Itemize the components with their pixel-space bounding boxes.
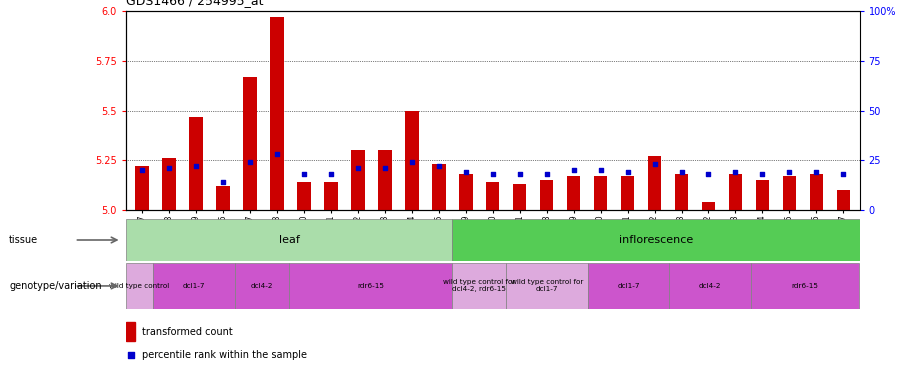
- Point: [755, 171, 770, 177]
- Bar: [432, 164, 446, 210]
- Point: [123, 352, 138, 358]
- Point: [243, 159, 257, 165]
- Bar: [837, 190, 850, 210]
- Point: [432, 163, 446, 169]
- Text: rdr6-15: rdr6-15: [792, 283, 819, 289]
- Text: percentile rank within the sample: percentile rank within the sample: [142, 350, 307, 360]
- Bar: [452, 219, 860, 261]
- Bar: [567, 176, 580, 210]
- Text: dcl1-7: dcl1-7: [617, 283, 640, 289]
- Bar: [702, 202, 716, 210]
- Point: [809, 169, 824, 175]
- Bar: [670, 262, 751, 309]
- Bar: [540, 180, 554, 210]
- Text: GDS1466 / 254995_at: GDS1466 / 254995_at: [126, 0, 264, 7]
- Bar: [351, 150, 364, 210]
- Bar: [289, 262, 452, 309]
- Text: dcl4-2: dcl4-2: [698, 283, 721, 289]
- Bar: [588, 262, 670, 309]
- Point: [836, 171, 850, 177]
- Bar: [270, 17, 284, 210]
- Point: [459, 169, 473, 175]
- Point: [728, 169, 742, 175]
- Bar: [153, 262, 235, 309]
- Point: [593, 167, 608, 173]
- Bar: [751, 262, 860, 309]
- Text: genotype/variation: genotype/variation: [9, 281, 102, 291]
- Bar: [162, 158, 176, 210]
- Bar: [452, 262, 507, 309]
- Point: [566, 167, 580, 173]
- Bar: [594, 176, 608, 210]
- Point: [486, 171, 500, 177]
- Bar: [126, 262, 153, 309]
- Point: [297, 171, 311, 177]
- Point: [351, 165, 365, 171]
- Text: inflorescence: inflorescence: [618, 235, 693, 245]
- Text: dcl4-2: dcl4-2: [250, 283, 273, 289]
- Bar: [756, 180, 770, 210]
- Bar: [378, 150, 392, 210]
- Point: [701, 171, 716, 177]
- Point: [162, 165, 176, 171]
- Bar: [243, 77, 256, 210]
- Bar: [729, 174, 742, 210]
- Bar: [810, 174, 824, 210]
- Bar: [405, 111, 418, 210]
- Bar: [324, 182, 338, 210]
- Text: transformed count: transformed count: [142, 327, 233, 336]
- Bar: [648, 156, 662, 210]
- Point: [674, 169, 688, 175]
- Point: [216, 179, 230, 185]
- Bar: [216, 186, 230, 210]
- Bar: [507, 262, 588, 309]
- Bar: [126, 219, 452, 261]
- Point: [405, 159, 419, 165]
- Bar: [235, 262, 289, 309]
- Point: [135, 167, 149, 173]
- Bar: [297, 182, 310, 210]
- Bar: [126, 322, 135, 341]
- Point: [189, 163, 203, 169]
- Bar: [675, 174, 688, 210]
- Bar: [189, 117, 202, 210]
- Text: dcl1-7: dcl1-7: [183, 283, 205, 289]
- Point: [539, 171, 554, 177]
- Bar: [513, 184, 526, 210]
- Bar: [486, 182, 500, 210]
- Text: rdr6-15: rdr6-15: [357, 283, 384, 289]
- Bar: [621, 176, 634, 210]
- Point: [324, 171, 338, 177]
- Point: [270, 152, 284, 157]
- Bar: [459, 174, 472, 210]
- Bar: [783, 176, 796, 210]
- Bar: [135, 166, 148, 210]
- Text: wild type control for
dcl1-7: wild type control for dcl1-7: [511, 279, 583, 292]
- Text: wild type control for
dcl4-2, rdr6-15: wild type control for dcl4-2, rdr6-15: [443, 279, 516, 292]
- Point: [647, 161, 662, 167]
- Point: [378, 165, 392, 171]
- Text: leaf: leaf: [279, 235, 300, 245]
- Point: [620, 169, 634, 175]
- Point: [782, 169, 796, 175]
- Text: wild type control: wild type control: [110, 283, 170, 289]
- Text: tissue: tissue: [9, 235, 38, 245]
- Point: [512, 171, 526, 177]
